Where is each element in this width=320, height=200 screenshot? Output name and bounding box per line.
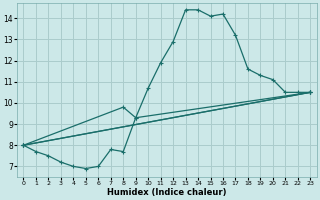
- X-axis label: Humidex (Indice chaleur): Humidex (Indice chaleur): [107, 188, 227, 197]
